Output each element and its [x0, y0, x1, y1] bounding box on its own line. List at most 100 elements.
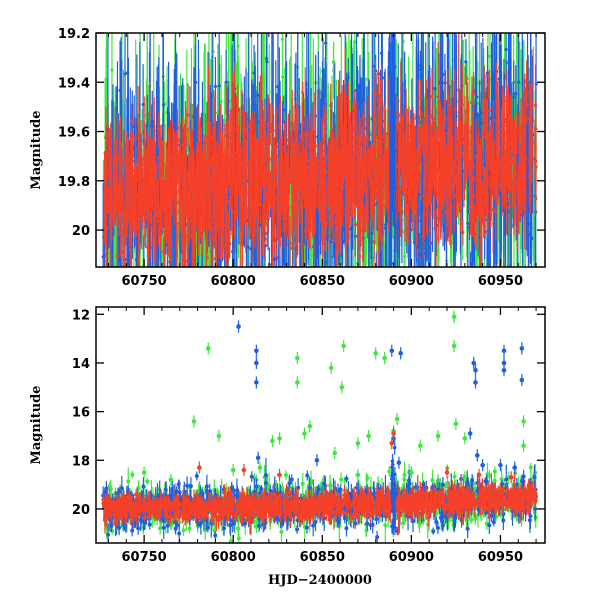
data-point [295, 149, 299, 245]
data-point [366, 133, 370, 175]
data-point [236, 529, 241, 543]
data-point [507, 98, 511, 146]
data-point [157, 137, 162, 178]
data-point [305, 470, 310, 481]
data-point [377, 211, 381, 267]
data-point [152, 138, 156, 166]
data-point [227, 113, 231, 176]
data-point [163, 481, 168, 498]
data-point [372, 179, 376, 267]
data-point [283, 201, 287, 249]
data-point [340, 111, 344, 157]
data-point [139, 162, 144, 203]
data-point [275, 211, 277, 267]
top-data-points [101, 33, 538, 332]
data-point [150, 163, 154, 211]
data-point [351, 102, 355, 216]
data-point [145, 477, 150, 486]
data-point [162, 179, 167, 207]
data-point [137, 85, 141, 180]
data-point [385, 158, 389, 189]
data-point [260, 70, 264, 139]
data-point [462, 123, 466, 175]
data-point [478, 170, 483, 266]
top-y-axis-label: Magnitude [29, 110, 44, 189]
data-point [360, 78, 364, 128]
data-point [525, 86, 529, 124]
bottom-data-points [101, 310, 538, 543]
data-point [325, 178, 329, 228]
data-point [289, 474, 294, 485]
data-point [477, 144, 481, 206]
data-point [396, 155, 401, 212]
data-point [254, 478, 259, 495]
data-point [121, 203, 126, 231]
data-point [328, 479, 333, 493]
data-point [412, 215, 416, 267]
data-point [145, 155, 149, 184]
data-point [232, 514, 237, 532]
data-point [470, 474, 475, 487]
data-point [407, 106, 411, 145]
data-point [458, 91, 462, 154]
data-point [231, 72, 235, 129]
data-point [499, 108, 504, 189]
data-point [110, 526, 115, 535]
data-point [283, 470, 288, 480]
data-point [130, 104, 134, 138]
data-point [245, 112, 249, 157]
data-point [315, 155, 319, 187]
data-point [465, 75, 469, 147]
data-point [455, 140, 459, 193]
data-point [375, 252, 377, 267]
data-point [372, 86, 376, 126]
data-point [183, 272, 186, 332]
data-point [329, 83, 333, 128]
data-point [375, 176, 380, 218]
data-point [212, 90, 216, 186]
data-point [291, 144, 295, 197]
data-point [177, 121, 181, 160]
data-point [236, 84, 240, 136]
data-point [468, 172, 472, 205]
data-point [264, 33, 269, 107]
data-point [171, 269, 174, 319]
data-point [183, 226, 187, 267]
data-point [343, 142, 347, 172]
data-point [129, 137, 134, 222]
data-point [225, 146, 229, 173]
data-point [514, 112, 518, 194]
data-point [365, 197, 370, 239]
data-point [356, 188, 360, 214]
data-point [484, 92, 488, 148]
data-point [285, 201, 289, 235]
data-point [219, 189, 223, 216]
data-point [112, 156, 117, 202]
data-point [298, 186, 302, 224]
data-point [205, 226, 209, 267]
data-point [399, 61, 403, 170]
data-point [141, 64, 145, 145]
data-point [180, 117, 185, 173]
data-point [126, 138, 130, 222]
data-point [503, 157, 507, 196]
data-point [249, 119, 253, 148]
data-point [143, 235, 145, 267]
data-point [109, 186, 113, 243]
data-point [376, 68, 381, 154]
data-point [364, 153, 368, 225]
data-point [481, 101, 485, 167]
data-point [185, 279, 188, 327]
data-point [176, 153, 180, 184]
data-point [266, 135, 270, 168]
data-point [417, 233, 421, 267]
data-point [472, 203, 476, 244]
data-point [530, 49, 534, 156]
data-point [399, 196, 403, 237]
data-point [353, 127, 357, 181]
data-point [177, 202, 181, 245]
data-point [251, 209, 255, 262]
data-point [339, 155, 343, 208]
data-point [266, 171, 271, 212]
data-point [327, 154, 331, 186]
